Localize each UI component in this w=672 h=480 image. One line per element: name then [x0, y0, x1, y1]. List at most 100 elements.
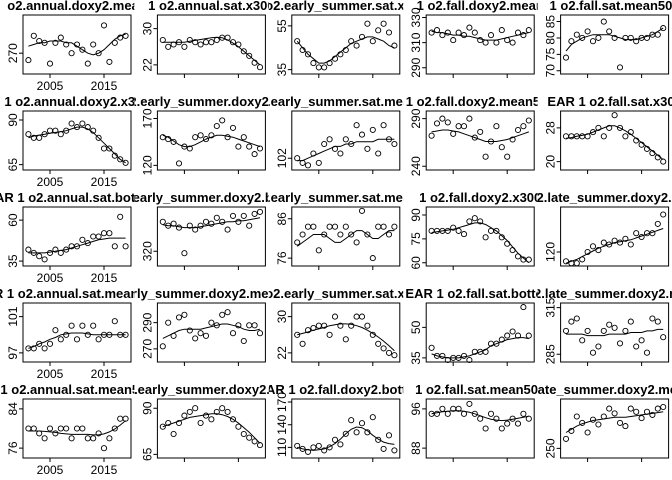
- data-point: [504, 153, 511, 160]
- data-point: [579, 337, 586, 344]
- data-point: [304, 162, 312, 169]
- plot-frame: [22, 14, 132, 75]
- y-tick-label: 170: [140, 108, 154, 128]
- data-point: [175, 314, 183, 321]
- data-point: [477, 218, 484, 225]
- data-point: [111, 39, 118, 46]
- data-point: [595, 124, 602, 131]
- data-point: [326, 223, 333, 230]
- data-point: [353, 313, 360, 320]
- x-tick-label: 2015: [91, 175, 118, 189]
- data-point: [299, 340, 306, 347]
- data-point: [520, 304, 527, 311]
- data-point: [30, 32, 37, 39]
- data-point: [482, 39, 489, 46]
- smooth-line: [431, 337, 529, 359]
- data-point: [471, 410, 478, 417]
- data-point: [63, 425, 70, 432]
- data-point: [525, 117, 532, 124]
- data-point: [315, 442, 322, 449]
- data-point: [466, 218, 473, 225]
- data-point: [224, 309, 231, 316]
- data-point: [369, 126, 376, 133]
- data-point: [90, 322, 97, 329]
- data-point: [111, 318, 118, 325]
- y-tick-label: 290: [409, 57, 423, 77]
- data-point: [95, 336, 102, 343]
- data-point: [358, 420, 366, 427]
- data-point: [159, 423, 166, 430]
- y-tick-label: 86: [275, 212, 289, 226]
- data-point: [579, 419, 586, 426]
- data-point: [342, 223, 349, 230]
- panel-title: EAR 1 o2.fall.sat.bottom: [405, 286, 555, 301]
- smooth-line: [28, 126, 126, 164]
- data-point: [364, 20, 371, 27]
- data-point: [622, 423, 629, 430]
- x-tick-label: 2015: [91, 271, 118, 285]
- data-point: [348, 38, 355, 45]
- data-point: [450, 224, 457, 231]
- data-point: [197, 419, 204, 427]
- data-point: [606, 124, 613, 131]
- data-point: [337, 231, 344, 238]
- data-point: [90, 233, 97, 240]
- data-point: [595, 247, 602, 254]
- data-point: [165, 43, 172, 50]
- data-point: [348, 140, 355, 148]
- y-tick-label: 65: [6, 158, 20, 172]
- data-point: [573, 260, 580, 267]
- data-point: [369, 255, 376, 262]
- data-point: [391, 223, 398, 230]
- data-point: [175, 160, 183, 167]
- data-point: [514, 332, 522, 339]
- y-tick-label: 60: [409, 256, 423, 270]
- data-point: [380, 223, 387, 230]
- data-point: [627, 34, 634, 41]
- chart-panel: o2.late_summer.doxy2.x300 120: [538, 192, 672, 270]
- data-point: [439, 32, 446, 39]
- data-point: [57, 336, 64, 343]
- data-point: [369, 414, 376, 421]
- data-point: [79, 236, 86, 243]
- smooth-line: [28, 33, 126, 56]
- smooth-line: [162, 36, 261, 66]
- panel-title: o2.annual.doxy2.mean: [7, 0, 146, 13]
- data-point: [315, 322, 322, 329]
- data-point: [63, 331, 70, 338]
- data-point: [654, 318, 661, 325]
- plot-frame: [22, 110, 132, 171]
- data-point: [36, 253, 43, 260]
- data-point: [579, 34, 586, 41]
- panel-title: 1 o2.fall.doxy2.x300: [419, 190, 541, 205]
- data-point: [229, 39, 237, 46]
- panel-title: 1 o2.annual.sat.x300: [148, 0, 274, 13]
- x-tick-label: 2005: [37, 271, 64, 285]
- data-point: [304, 51, 312, 58]
- data-point: [433, 27, 441, 34]
- data-point: [240, 212, 247, 219]
- data-point: [660, 334, 667, 341]
- panel-title: 1 o2.fall.doxy2.mean: [417, 0, 544, 13]
- data-point: [589, 243, 597, 250]
- data-point: [611, 237, 618, 244]
- data-point: [246, 52, 253, 59]
- data-point: [364, 322, 371, 329]
- data-point: [348, 231, 355, 238]
- x-tick-label: 2015: [91, 79, 118, 93]
- data-point: [616, 124, 624, 131]
- y-tick-label: 140: [275, 414, 289, 434]
- data-point: [294, 331, 301, 338]
- panel-title: o2.early_summer.sat.x300: [265, 0, 426, 13]
- data-point: [41, 39, 48, 46]
- data-point: [186, 222, 193, 229]
- data-point: [186, 36, 193, 44]
- data-point: [213, 322, 220, 329]
- data-point: [326, 136, 333, 143]
- data-point: [364, 231, 371, 238]
- y-tick-label: 35: [275, 63, 289, 77]
- data-point: [638, 337, 645, 344]
- data-point: [433, 120, 441, 127]
- data-point: [57, 34, 64, 41]
- data-point: [159, 218, 166, 225]
